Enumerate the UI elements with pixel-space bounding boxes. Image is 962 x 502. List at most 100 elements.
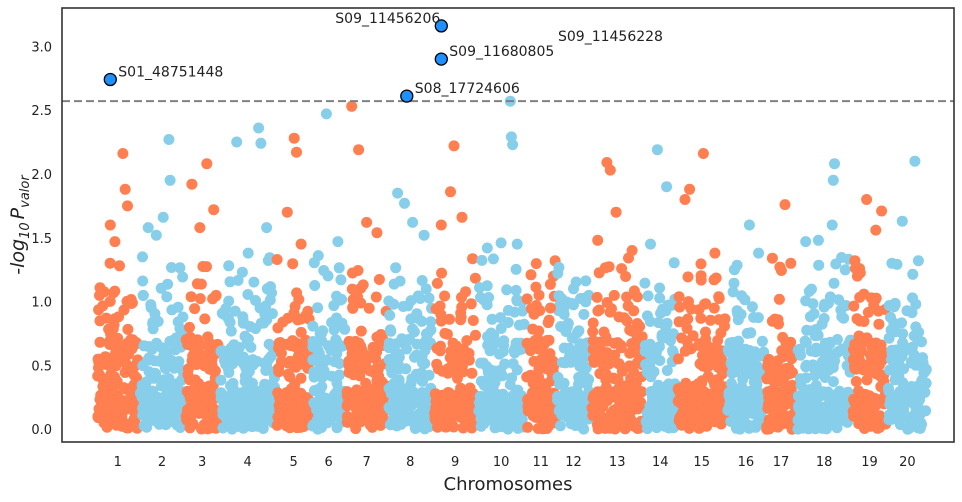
snp-point (367, 419, 379, 431)
snp-point (417, 375, 429, 387)
snp-point (201, 261, 212, 273)
snp-point (504, 415, 515, 427)
snp-point (552, 371, 564, 383)
snp-point (848, 393, 860, 405)
snp-peak-point (371, 227, 383, 239)
snp-point (153, 355, 165, 367)
snp-point (578, 369, 590, 381)
snp-point (242, 401, 254, 413)
snp-point (138, 399, 150, 411)
snp-point (464, 396, 476, 407)
snp-point (510, 263, 522, 275)
snp-point (436, 267, 448, 279)
snp-peak-point (684, 183, 696, 195)
snp-point (727, 286, 739, 298)
x-tick-label: 15 (693, 455, 710, 470)
snp-peak-point (568, 283, 579, 295)
snp-point (645, 386, 657, 398)
snp-peak-point (507, 139, 519, 151)
snp-point (318, 400, 329, 412)
snp-peak-point (194, 222, 206, 234)
x-tick-label: 7 (362, 455, 370, 470)
snp-point (857, 403, 869, 415)
snp-point (705, 314, 716, 326)
snp-point (697, 360, 709, 372)
snp-point (587, 335, 599, 347)
snp-peak-point (392, 187, 404, 199)
y-tick-label: 0.5 (31, 359, 52, 374)
snp-peak-point (291, 146, 302, 158)
snp-peak-point (800, 236, 812, 248)
snp-point (457, 422, 469, 434)
snp-point (591, 291, 603, 303)
snp-point (355, 416, 366, 428)
snp-point (654, 385, 666, 397)
snp-peak-point (728, 264, 740, 276)
snp-point (429, 412, 441, 424)
snp-point (890, 319, 902, 331)
snp-point (105, 357, 117, 369)
snp-point (104, 257, 116, 269)
snp-point (802, 415, 813, 427)
snp-point (588, 356, 600, 368)
snp-point (232, 274, 244, 286)
snp-peak-point (481, 242, 493, 254)
snp-point (282, 368, 294, 380)
snp-point (103, 323, 115, 335)
snp-point (483, 292, 495, 303)
plot-frame (61, 7, 955, 443)
snp-point (642, 290, 654, 302)
snp-point (430, 303, 442, 315)
snp-point (391, 420, 403, 432)
snp-point (631, 291, 643, 303)
snp-point (417, 357, 428, 369)
snp-point (414, 293, 426, 304)
snp-point (737, 373, 749, 385)
snp-peak-point (592, 234, 604, 246)
snp-point (159, 397, 171, 408)
snp-point (429, 388, 441, 400)
snp-point (401, 343, 412, 355)
snp-point (850, 376, 862, 387)
snp-point (744, 420, 756, 432)
snp-point (853, 331, 865, 343)
snp-peak-point (407, 216, 419, 228)
snp-point (274, 337, 286, 348)
snp-point (452, 388, 464, 400)
snp-point (851, 313, 863, 325)
snp-point (331, 346, 342, 358)
snp-point (475, 375, 487, 387)
snp-point (402, 413, 414, 425)
snp-point (817, 386, 829, 398)
x-tick-label: 5 (289, 455, 297, 470)
snp-point (543, 314, 555, 326)
snp-point (275, 347, 287, 359)
snp-point (182, 363, 194, 375)
snp-point (100, 312, 112, 324)
snp-peak-point (242, 247, 254, 259)
snp-point (713, 291, 725, 303)
snp-point (837, 413, 849, 425)
snp-point (177, 271, 189, 283)
snp-point (659, 420, 671, 432)
snp-point (142, 415, 154, 427)
snp-point (600, 385, 612, 397)
snp-point (352, 265, 364, 276)
snp-point (586, 402, 598, 414)
snp-point (350, 363, 362, 375)
snp-point (98, 417, 110, 429)
snp-point (576, 409, 588, 421)
snp-point (687, 330, 699, 342)
snp-point (510, 407, 522, 419)
snp-point (330, 391, 341, 402)
snp-point (236, 266, 248, 278)
snp-point (242, 333, 254, 345)
snp-peak-point (295, 238, 307, 250)
snp-peak-point (150, 229, 162, 241)
significant-snp-point (400, 89, 414, 103)
snp-point (701, 339, 713, 351)
snp-point (600, 331, 612, 343)
y-axis-title-main: -log (7, 239, 29, 275)
snp-point (530, 411, 542, 423)
